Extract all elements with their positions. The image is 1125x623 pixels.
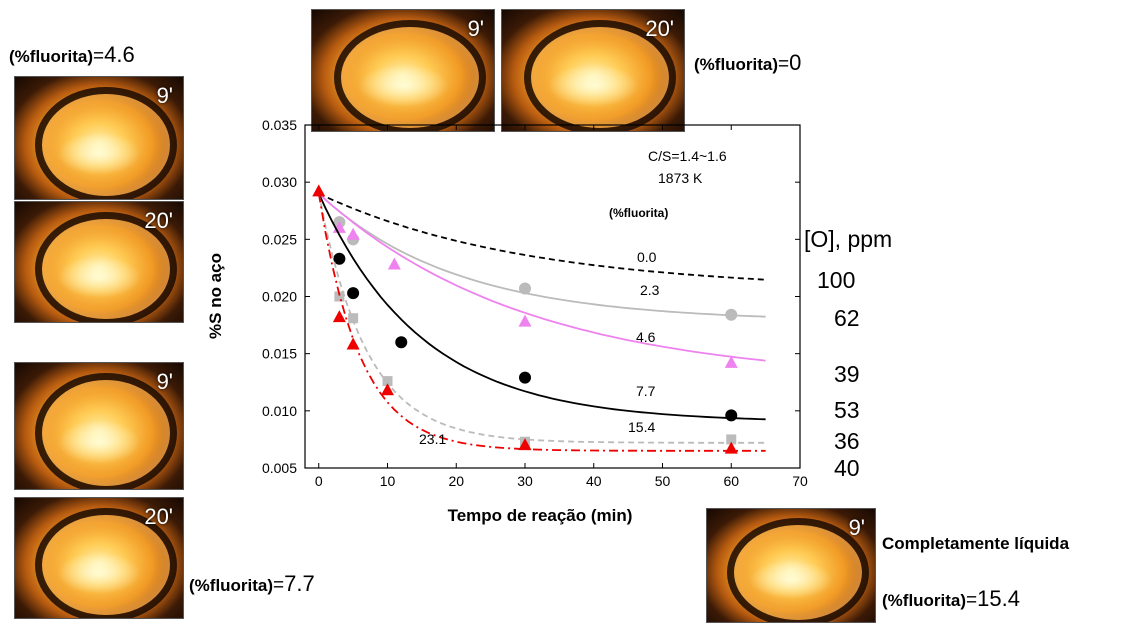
x-axis-title: Tempo de reação (min): [448, 506, 633, 525]
oxygen-value: 100: [817, 267, 856, 293]
data-point: [347, 287, 360, 300]
series-line-23.1: [317, 193, 766, 452]
x-tick-label: 60: [723, 473, 739, 489]
data-point: [518, 314, 532, 327]
y-tick-label: 0.020: [262, 289, 297, 305]
series-line-7.7: [317, 193, 766, 421]
fluorite-value: 15.4: [977, 586, 1020, 611]
fluorite-label-top-left: (%fluorita)=4.6: [9, 42, 135, 68]
series-label: 23.1: [419, 431, 446, 447]
y-tick-label: 0.005: [262, 460, 297, 476]
series-line-4.6: [318, 192, 766, 362]
fluorite-key: (%fluorita): [882, 591, 967, 610]
oxygen-value: 36: [834, 428, 860, 454]
series-label: 2.3: [640, 282, 660, 298]
plot-layer: 0 10 20 30 40 50 60 70 0.005 0.010 0.015 0.020 0.025…: [262, 117, 808, 489]
series-label: 15.4: [628, 419, 655, 435]
data-point: [381, 383, 394, 396]
series-line-2.3: [318, 192, 766, 318]
data-point: [395, 336, 408, 349]
series-label: 0.0: [637, 249, 657, 265]
data-point: [519, 282, 531, 295]
y-tick-label: 0.025: [262, 231, 297, 247]
fluorite-key: (%fluorita): [694, 55, 779, 74]
x-tick-label: 30: [517, 473, 533, 489]
series-label: 7.7: [636, 383, 656, 399]
crucible-photo-left1-9min: 9': [14, 76, 184, 200]
data-point: [387, 257, 401, 270]
fluorite-value: 0: [789, 50, 802, 75]
time-label: 9': [848, 515, 865, 540]
equals-sign: =: [778, 54, 790, 75]
data-point: [518, 438, 532, 451]
series-line-0.0: [318, 192, 766, 281]
y-tick-label: 0.035: [262, 117, 297, 133]
x-tick-label: 70: [792, 473, 808, 489]
crucible-photo-top-20min: 20': [501, 9, 685, 132]
fluorite-label-bottom-left: (%fluorita)=7.7: [189, 571, 315, 597]
data-point: [724, 441, 738, 454]
crucible-photo-bottom-right-9min: 9': [706, 508, 876, 623]
equals-sign: =: [93, 46, 105, 67]
time-label: 9': [467, 16, 484, 41]
data-point: [332, 310, 346, 323]
annotation-fluorite-header: (%fluorita): [609, 206, 668, 220]
equals-sign: =: [966, 590, 978, 611]
oxygen-value: 62: [834, 305, 860, 331]
fluorite-key: (%fluorita): [9, 47, 94, 66]
time-label: 9': [156, 83, 173, 108]
x-tick-label: 50: [655, 473, 671, 489]
x-tick-label: 20: [448, 473, 464, 489]
crucible-photo-top-9min: 9': [311, 9, 495, 132]
oxygen-value: 53: [834, 397, 860, 423]
equals-sign: =: [273, 575, 285, 596]
annotation-temperature: 1873 K: [658, 170, 703, 186]
fluorite-key: (%fluorita): [189, 576, 274, 595]
crucible-photo-left2-20min: 20': [14, 497, 184, 619]
y-tick-label: 0.030: [262, 174, 297, 190]
series-line-15.4: [317, 193, 766, 444]
data-point: [724, 355, 738, 368]
x-tick-label: 0: [315, 473, 323, 489]
fluorite-label-top-right: (%fluorita)=0: [694, 50, 801, 76]
data-point: [312, 184, 326, 197]
oxygen-value: 39: [834, 361, 860, 387]
time-label: 20': [144, 208, 173, 233]
oxygen-title: [O], ppm: [804, 226, 893, 252]
x-tick-label: 40: [586, 473, 602, 489]
data-point: [346, 227, 360, 240]
x-tick-label: 10: [380, 473, 396, 489]
fluorite-value: 7.7: [284, 571, 315, 596]
time-label: 20': [144, 504, 173, 529]
annotation-cs: C/S=1.4~1.6: [648, 148, 727, 164]
time-label: 20': [645, 16, 674, 41]
data-point: [725, 308, 738, 321]
fluorite-label-bottom-right: (%fluorita)=15.4: [882, 586, 1020, 612]
data-point: [382, 376, 393, 387]
data-point: [725, 409, 738, 422]
data-point: [346, 337, 360, 350]
data-point: [726, 434, 737, 445]
data-point: [333, 252, 346, 265]
series-label: 4.6: [636, 329, 656, 345]
y-tick-label: 0.015: [262, 346, 297, 362]
fluorite-value: 4.6: [104, 42, 135, 67]
y-tick-label: 0.010: [262, 403, 297, 419]
y-axis-title: %S no aço: [206, 253, 225, 339]
crucible-photo-left1-20min: 20': [14, 201, 184, 323]
data-point: [519, 371, 531, 384]
completely-liquid-label: Completamente líquida: [882, 534, 1070, 553]
oxygen-value: 40: [834, 455, 860, 481]
data-point: [348, 313, 359, 324]
time-label: 9': [156, 369, 173, 394]
data-point: [334, 291, 345, 302]
crucible-photo-left2-9min: 9': [14, 362, 184, 490]
